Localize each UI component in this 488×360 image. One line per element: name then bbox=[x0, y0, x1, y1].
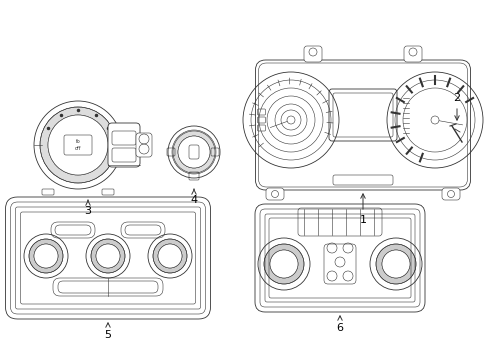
Ellipse shape bbox=[34, 244, 58, 268]
Text: fo: fo bbox=[76, 139, 80, 144]
Text: 3: 3 bbox=[84, 206, 91, 216]
Ellipse shape bbox=[286, 116, 294, 124]
Text: 5: 5 bbox=[104, 330, 111, 340]
Text: 1: 1 bbox=[359, 215, 366, 225]
Text: 4: 4 bbox=[190, 195, 197, 205]
Ellipse shape bbox=[96, 244, 120, 268]
Ellipse shape bbox=[153, 239, 186, 273]
Ellipse shape bbox=[40, 107, 116, 183]
Ellipse shape bbox=[29, 239, 63, 273]
Text: off: off bbox=[75, 147, 81, 152]
Ellipse shape bbox=[172, 130, 216, 174]
FancyBboxPatch shape bbox=[5, 197, 210, 319]
FancyBboxPatch shape bbox=[108, 123, 140, 167]
Circle shape bbox=[308, 48, 316, 56]
Ellipse shape bbox=[158, 244, 182, 268]
Text: 6: 6 bbox=[336, 323, 343, 333]
Circle shape bbox=[408, 48, 416, 56]
Text: 2: 2 bbox=[452, 93, 460, 103]
Circle shape bbox=[447, 190, 453, 198]
Ellipse shape bbox=[375, 244, 415, 284]
Ellipse shape bbox=[269, 250, 297, 278]
Ellipse shape bbox=[381, 250, 409, 278]
Ellipse shape bbox=[48, 115, 108, 175]
Circle shape bbox=[271, 190, 278, 198]
FancyBboxPatch shape bbox=[255, 60, 469, 190]
FancyBboxPatch shape bbox=[136, 133, 152, 157]
FancyBboxPatch shape bbox=[441, 188, 459, 200]
Ellipse shape bbox=[430, 116, 438, 124]
Ellipse shape bbox=[178, 136, 209, 168]
Ellipse shape bbox=[264, 244, 304, 284]
FancyBboxPatch shape bbox=[403, 46, 421, 62]
FancyBboxPatch shape bbox=[254, 204, 424, 312]
Ellipse shape bbox=[91, 239, 125, 273]
FancyBboxPatch shape bbox=[304, 46, 321, 62]
FancyBboxPatch shape bbox=[265, 188, 284, 200]
